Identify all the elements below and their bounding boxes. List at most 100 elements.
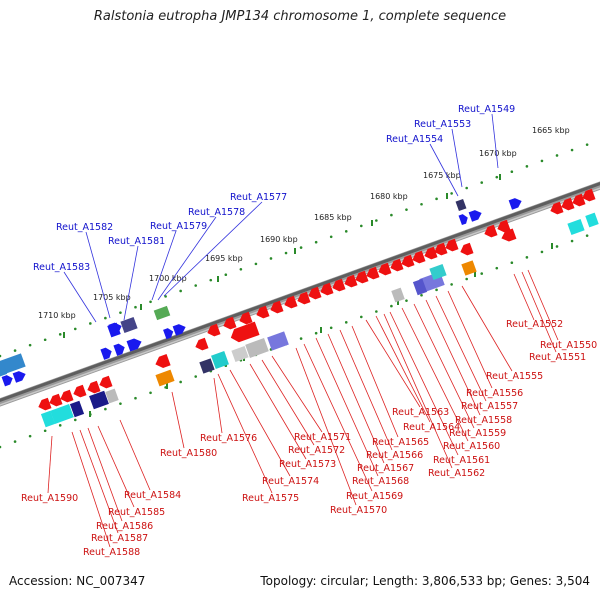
lower-dot xyxy=(28,434,32,438)
reverse-gene xyxy=(270,300,284,314)
lower-dot xyxy=(360,315,363,319)
upper-dot xyxy=(465,186,468,190)
lower-dot xyxy=(585,234,589,237)
gene-block xyxy=(231,345,249,363)
reverse-gene xyxy=(87,380,101,394)
forward-gene xyxy=(458,214,468,226)
gene-block xyxy=(120,316,138,334)
reverse-gene xyxy=(561,197,575,211)
lower-dot xyxy=(375,310,378,313)
leader-line xyxy=(213,377,223,434)
upper-dot xyxy=(314,240,318,244)
upper-dot xyxy=(0,354,2,358)
upper-dot xyxy=(360,224,363,228)
leader-line xyxy=(401,307,469,442)
leader-line xyxy=(229,369,291,477)
gene-label-bottom: Reut_A1552 xyxy=(506,319,563,330)
gene-label-top: Reut_A1579 xyxy=(150,221,207,232)
upper-dot xyxy=(540,159,544,163)
leader-line xyxy=(171,391,185,449)
gene-label-bottom: Reut_A1580 xyxy=(160,448,217,459)
upper-dot xyxy=(104,316,107,320)
gene-label-bottom: Reut_A1555 xyxy=(486,371,543,382)
tick-label: 1665 kbp xyxy=(532,126,570,135)
gene-label-bottom: Reut_A1566 xyxy=(366,450,423,461)
gene-label-bottom: Reut_A1576 xyxy=(200,433,257,444)
gene-label-bottom: Reut_A1561 xyxy=(433,455,490,466)
lower-dot xyxy=(0,445,2,449)
gene-label-top: Reut_A1554 xyxy=(386,134,443,145)
gene-block xyxy=(89,390,109,410)
gene-label-top: Reut_A1549 xyxy=(458,104,515,115)
lower-dot xyxy=(13,440,17,443)
leader-line xyxy=(63,271,97,323)
reverse-gene xyxy=(497,219,511,233)
upper-dot xyxy=(194,284,198,287)
gene-label-top: Reut_A1578 xyxy=(188,207,245,218)
leader-line xyxy=(521,271,557,353)
lower-dot xyxy=(465,277,468,281)
upper-dot xyxy=(164,295,167,298)
lower-dot xyxy=(510,261,514,265)
lower-dot xyxy=(134,396,137,400)
upper-dot xyxy=(89,322,92,325)
upper-dot xyxy=(224,273,228,277)
gene-block xyxy=(429,263,447,281)
leader-line xyxy=(429,143,459,197)
leader-line xyxy=(217,373,273,494)
gene-block xyxy=(40,410,56,428)
upper-dot xyxy=(73,327,77,331)
reverse-gene xyxy=(223,316,237,330)
lower-dot xyxy=(43,429,47,433)
leader-line xyxy=(413,303,475,429)
lower-dot xyxy=(179,380,182,384)
reverse-gene xyxy=(366,266,380,280)
reverse-gene xyxy=(401,254,415,268)
gene-label-bottom: Reut_A1575 xyxy=(242,493,299,504)
gene-label-bottom: Reut_A1556 xyxy=(466,388,523,399)
gene-label-bottom: Reut_A1571 xyxy=(294,432,351,443)
reverse-gene xyxy=(195,337,209,351)
gene-block xyxy=(211,351,229,369)
lower-dot xyxy=(570,239,574,243)
upper-dot xyxy=(209,278,213,282)
tick-label: 1690 kbp xyxy=(260,235,298,244)
upper-dot xyxy=(149,300,152,304)
reverse-gene xyxy=(99,375,113,389)
reverse-gene xyxy=(390,258,404,272)
reverse-gene xyxy=(582,188,596,202)
reverse-gene xyxy=(484,224,498,238)
tick-label: 1675 kbp xyxy=(423,171,461,180)
upper-dot xyxy=(420,202,423,206)
gene-label-bottom: Reut_A1570 xyxy=(330,505,387,516)
reverse-gene xyxy=(572,193,586,207)
reverse-gene xyxy=(49,393,63,407)
leader-line xyxy=(303,343,373,492)
tick-label: 1705 kbp xyxy=(93,293,131,302)
upper-dot xyxy=(480,181,484,184)
upper-dot xyxy=(58,333,62,336)
gene-label-top: Reut_A1577 xyxy=(230,192,287,203)
lower-dot xyxy=(119,402,122,405)
forward-gene xyxy=(468,210,482,222)
upper-dot xyxy=(13,349,17,352)
leader-line xyxy=(97,425,135,508)
leader-lines xyxy=(47,113,559,548)
reverse-gene xyxy=(378,262,392,276)
lower-dot xyxy=(420,293,423,297)
upper-dot xyxy=(269,257,273,260)
reverse-gene xyxy=(155,353,171,368)
lower-dot xyxy=(525,256,529,259)
map-title: Ralstonia eutropha JMP134 chromosome 1, … xyxy=(93,9,507,24)
leader-line xyxy=(151,230,177,301)
reverse-gene xyxy=(355,270,369,284)
gene-block xyxy=(105,388,119,404)
reverse-gene xyxy=(332,278,346,292)
leader-line xyxy=(157,216,217,301)
gene-label-bottom: Reut_A1573 xyxy=(279,459,336,470)
gene-label-bottom: Reut_A1588 xyxy=(83,547,140,558)
gene-label-bottom: Reut_A1568 xyxy=(352,476,409,487)
leader-line xyxy=(249,363,307,460)
gene-block xyxy=(267,331,289,351)
reverse-gene xyxy=(239,311,253,325)
